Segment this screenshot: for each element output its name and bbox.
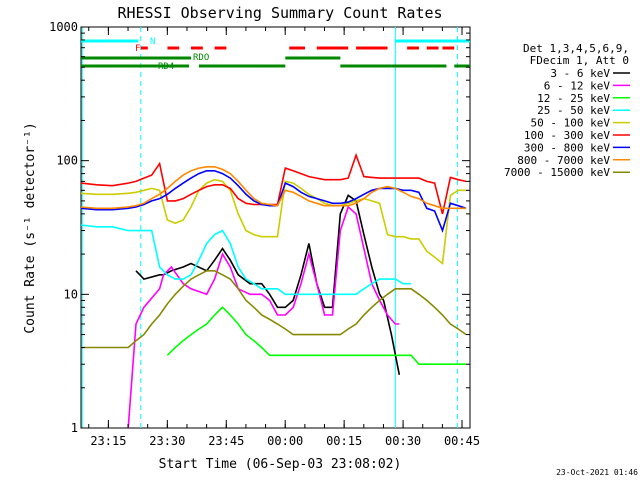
x-tick-label: 23:30 [149, 434, 185, 448]
x-tick-label: 23:45 [208, 434, 244, 448]
legend-entry-label: 7000 - 15000 keV [504, 166, 610, 179]
legend: Det 1,3,4,5,6,9,FDecim 1, Att 03 - 6 keV… [504, 42, 630, 179]
legend-entry-label: 12 - 25 keV [537, 92, 610, 105]
plot-frame [80, 26, 471, 429]
x-tick-label: 23:15 [90, 434, 126, 448]
legend-entry-label: 100 - 300 keV [524, 129, 610, 142]
legend-entry-label: 800 - 7000 keV [517, 154, 610, 167]
y-axis-label: Count Rate (s⁻¹ detector⁻¹) [23, 122, 38, 333]
chart-title: RHESSI Observing Summary Count Rates [117, 4, 442, 22]
series-line-3 [81, 224, 412, 296]
flag-label-n: N [150, 37, 155, 47]
y-tick-label: 1 [71, 421, 78, 435]
legend-entry-label: 300 - 800 keV [524, 141, 610, 154]
legend-entry-label: 6 - 12 keV [544, 79, 611, 92]
plot-area [80, 26, 471, 429]
y-tick-label: 100 [56, 154, 78, 168]
flag-bars: NF RDO RD4 [81, 37, 470, 72]
legend-header-line: Det 1,3,4,5,6,9, [523, 42, 629, 55]
flag-label-f: F [135, 44, 140, 54]
legend-entry-label: 50 - 100 keV [531, 117, 611, 130]
series-line-5 [81, 152, 467, 215]
x-tick-label: 00:30 [385, 434, 421, 448]
x-tick-label: 00:15 [326, 434, 362, 448]
axes: 23:15 23:30 23:45 00:00 00:15 00:30 00:45 1 10 10… [49, 20, 480, 448]
series-line-7 [81, 166, 467, 210]
footer-date: 23-Oct-2021 01:46 [556, 468, 638, 477]
series-line-0 [135, 194, 401, 375]
x-tick-label: 00:00 [267, 434, 303, 448]
series-lines [81, 152, 467, 428]
series-line-8 [81, 270, 467, 349]
y-tick-label: 1000 [49, 20, 78, 34]
legend-entry-label: 3 - 6 keV [550, 67, 610, 80]
flag-label-rdo: RDO [193, 53, 209, 63]
series-line-4 [81, 178, 467, 266]
series-line-1 [127, 205, 400, 428]
legend-entry-label: 25 - 50 keV [537, 104, 610, 117]
series-line-2 [166, 306, 467, 365]
series-line-6 [81, 170, 467, 234]
x-axis-label: Start Time (06-Sep-03 23:08:02) [159, 457, 402, 472]
legend-header-line: FDecim 1, Att 0 [530, 54, 629, 67]
y-tick-label: 10 [64, 287, 78, 301]
flag-label-rd4: RD4 [158, 62, 174, 72]
x-tick-label: 00:45 [444, 434, 480, 448]
